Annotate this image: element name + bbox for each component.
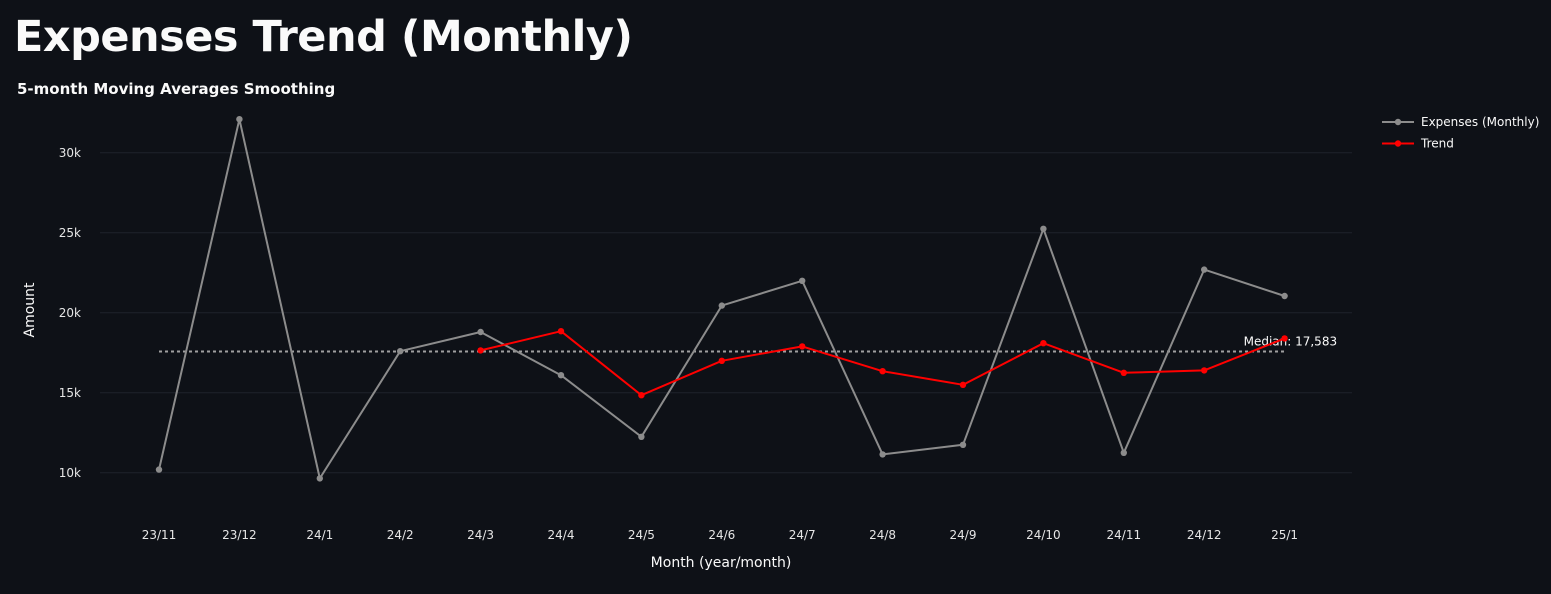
- median-layer: Median: 17,583: [159, 334, 1338, 353]
- x-tick-label: 24/11: [1107, 528, 1142, 542]
- x-tick-label: 24/10: [1026, 528, 1061, 542]
- legend-marker: [1394, 140, 1402, 147]
- legend-marker: [1394, 118, 1402, 126]
- x-tick-label: 25/1: [1271, 528, 1298, 542]
- series-expenses: [155, 116, 1288, 482]
- x-tick-label: 24/9: [950, 528, 977, 542]
- data-point[interactable]: [397, 348, 404, 355]
- data-point[interactable]: [1120, 449, 1128, 456]
- x-tick-label: 24/1: [306, 528, 333, 542]
- data-point[interactable]: [236, 116, 243, 123]
- data-point[interactable]: [477, 328, 484, 336]
- x-tick-label: 23/12: [222, 528, 257, 542]
- chart-subtitle: 5-month Moving Averages Smoothing: [17, 80, 335, 98]
- y-tick-label: 20k: [59, 306, 81, 320]
- x-axis-ticks: 23/11 23/12 24/1 24/2 24/3 24/4 24/5 24/6 24/7 24…: [142, 528, 1298, 542]
- x-tick-label: 24/8: [869, 528, 896, 542]
- series-trend: [477, 328, 1288, 399]
- data-point[interactable]: [718, 302, 725, 309]
- y-tick-label: 15k: [59, 386, 81, 400]
- x-tick-label: 24/3: [467, 528, 494, 542]
- gridlines: [100, 152, 1352, 474]
- x-tick-label: 24/12: [1187, 528, 1222, 542]
- data-point[interactable]: [799, 343, 806, 350]
- series-line: [158, 118, 1285, 480]
- y-tick-label: 30k: [59, 146, 81, 160]
- data-point[interactable]: [557, 328, 565, 335]
- data-point[interactable]: [557, 372, 565, 379]
- data-point[interactable]: [879, 451, 886, 458]
- x-tick-label: 24/2: [387, 528, 414, 542]
- y-axis-title: Amount: [22, 282, 38, 338]
- data-point[interactable]: [1120, 369, 1128, 376]
- data-point[interactable]: [959, 441, 967, 448]
- data-point[interactable]: [799, 277, 806, 284]
- data-point[interactable]: [155, 466, 163, 473]
- y-tick-label: 10k: [59, 466, 81, 480]
- x-tick-label: 23/11: [142, 528, 177, 542]
- data-point[interactable]: [879, 368, 886, 375]
- x-tick-label: 24/6: [708, 528, 735, 542]
- legend[interactable]: Expenses (Monthly) Trend: [1382, 115, 1539, 151]
- x-tick-label: 24/5: [628, 528, 655, 542]
- data-point[interactable]: [1201, 367, 1208, 374]
- data-point[interactable]: [1040, 340, 1047, 347]
- page-title: Expenses Trend (Monthly): [14, 12, 633, 62]
- data-point[interactable]: [638, 433, 645, 440]
- legend-label: Expenses (Monthly): [1421, 115, 1539, 129]
- median-label: Median: 17,583: [1244, 334, 1338, 348]
- data-point[interactable]: [959, 381, 967, 388]
- y-tick-label: 25k: [59, 226, 81, 240]
- data-point[interactable]: [1201, 266, 1208, 273]
- y-axis-ticks: 10k 15k 20k 25k 30k: [59, 146, 81, 480]
- data-point[interactable]: [718, 357, 725, 364]
- x-tick-label: 24/7: [789, 528, 816, 542]
- x-axis-title: Month (year/month): [651, 555, 792, 571]
- legend-label: Trend: [1420, 137, 1454, 151]
- series-layer: [155, 116, 1288, 482]
- data-point[interactable]: [1281, 292, 1288, 300]
- data-point[interactable]: [638, 392, 645, 399]
- data-point[interactable]: [1040, 225, 1047, 232]
- data-point[interactable]: [477, 347, 484, 354]
- legend-item-expenses[interactable]: Expenses (Monthly): [1382, 115, 1539, 129]
- data-point[interactable]: [316, 475, 323, 482]
- x-tick-label: 24/4: [548, 528, 575, 542]
- legend-item-trend[interactable]: Trend: [1382, 137, 1454, 151]
- data-point[interactable]: [1281, 335, 1288, 342]
